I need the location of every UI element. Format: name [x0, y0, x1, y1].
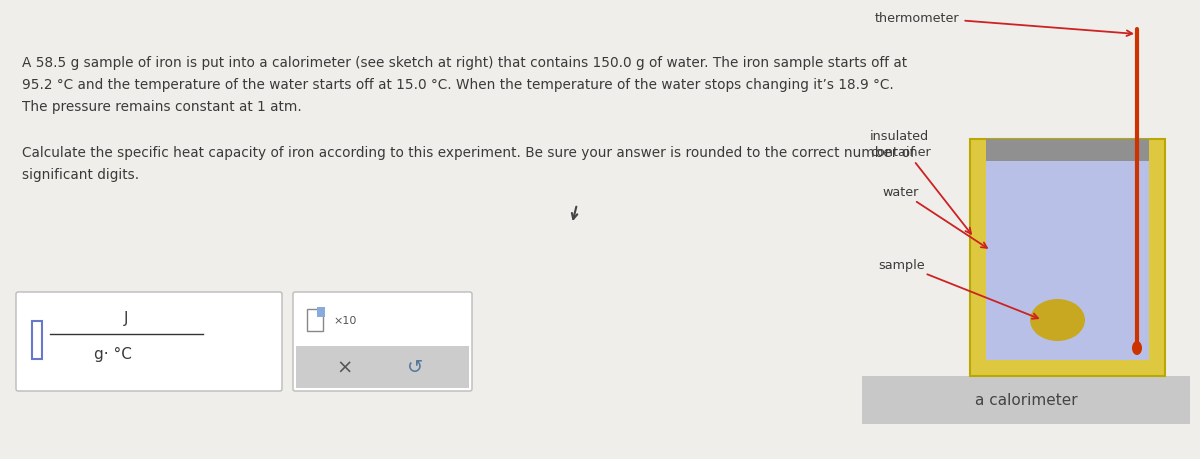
- Text: A 58.5 g sample of iron is put into a calorimeter (see sketch at right) that con: A 58.5 g sample of iron is put into a ca…: [22, 56, 907, 70]
- Text: significant digits.: significant digits.: [22, 168, 139, 182]
- Text: g· °C: g· °C: [94, 346, 132, 361]
- Bar: [32, 321, 42, 359]
- Text: ↺: ↺: [407, 358, 424, 377]
- Ellipse shape: [1030, 299, 1085, 341]
- Bar: [970, 140, 1165, 376]
- FancyBboxPatch shape: [16, 292, 282, 391]
- Text: thermometer: thermometer: [875, 11, 1133, 37]
- Bar: [986, 140, 1150, 162]
- Text: The pressure remains constant at 1 atm.: The pressure remains constant at 1 atm.: [22, 100, 301, 114]
- Text: 95.2 °C and the temperature of the water starts off at 15.0 °C. When the tempera: 95.2 °C and the temperature of the water…: [22, 78, 894, 92]
- Text: ×: ×: [337, 358, 353, 377]
- Text: Calculate the specific heat capacity of iron according to this experiment. Be su: Calculate the specific heat capacity of …: [22, 146, 914, 160]
- Text: water: water: [882, 185, 986, 248]
- Ellipse shape: [1132, 341, 1142, 355]
- Text: ×10: ×10: [334, 315, 356, 325]
- Text: sample: sample: [878, 258, 1038, 319]
- Text: J: J: [124, 310, 128, 325]
- Bar: [986, 162, 1150, 360]
- FancyBboxPatch shape: [293, 292, 472, 391]
- Text: insulated
container: insulated container: [870, 130, 971, 234]
- Bar: [862, 376, 1190, 424]
- Bar: [296, 346, 469, 388]
- Bar: [317, 308, 325, 317]
- Bar: [307, 309, 323, 331]
- Text: a calorimeter: a calorimeter: [974, 392, 1078, 408]
